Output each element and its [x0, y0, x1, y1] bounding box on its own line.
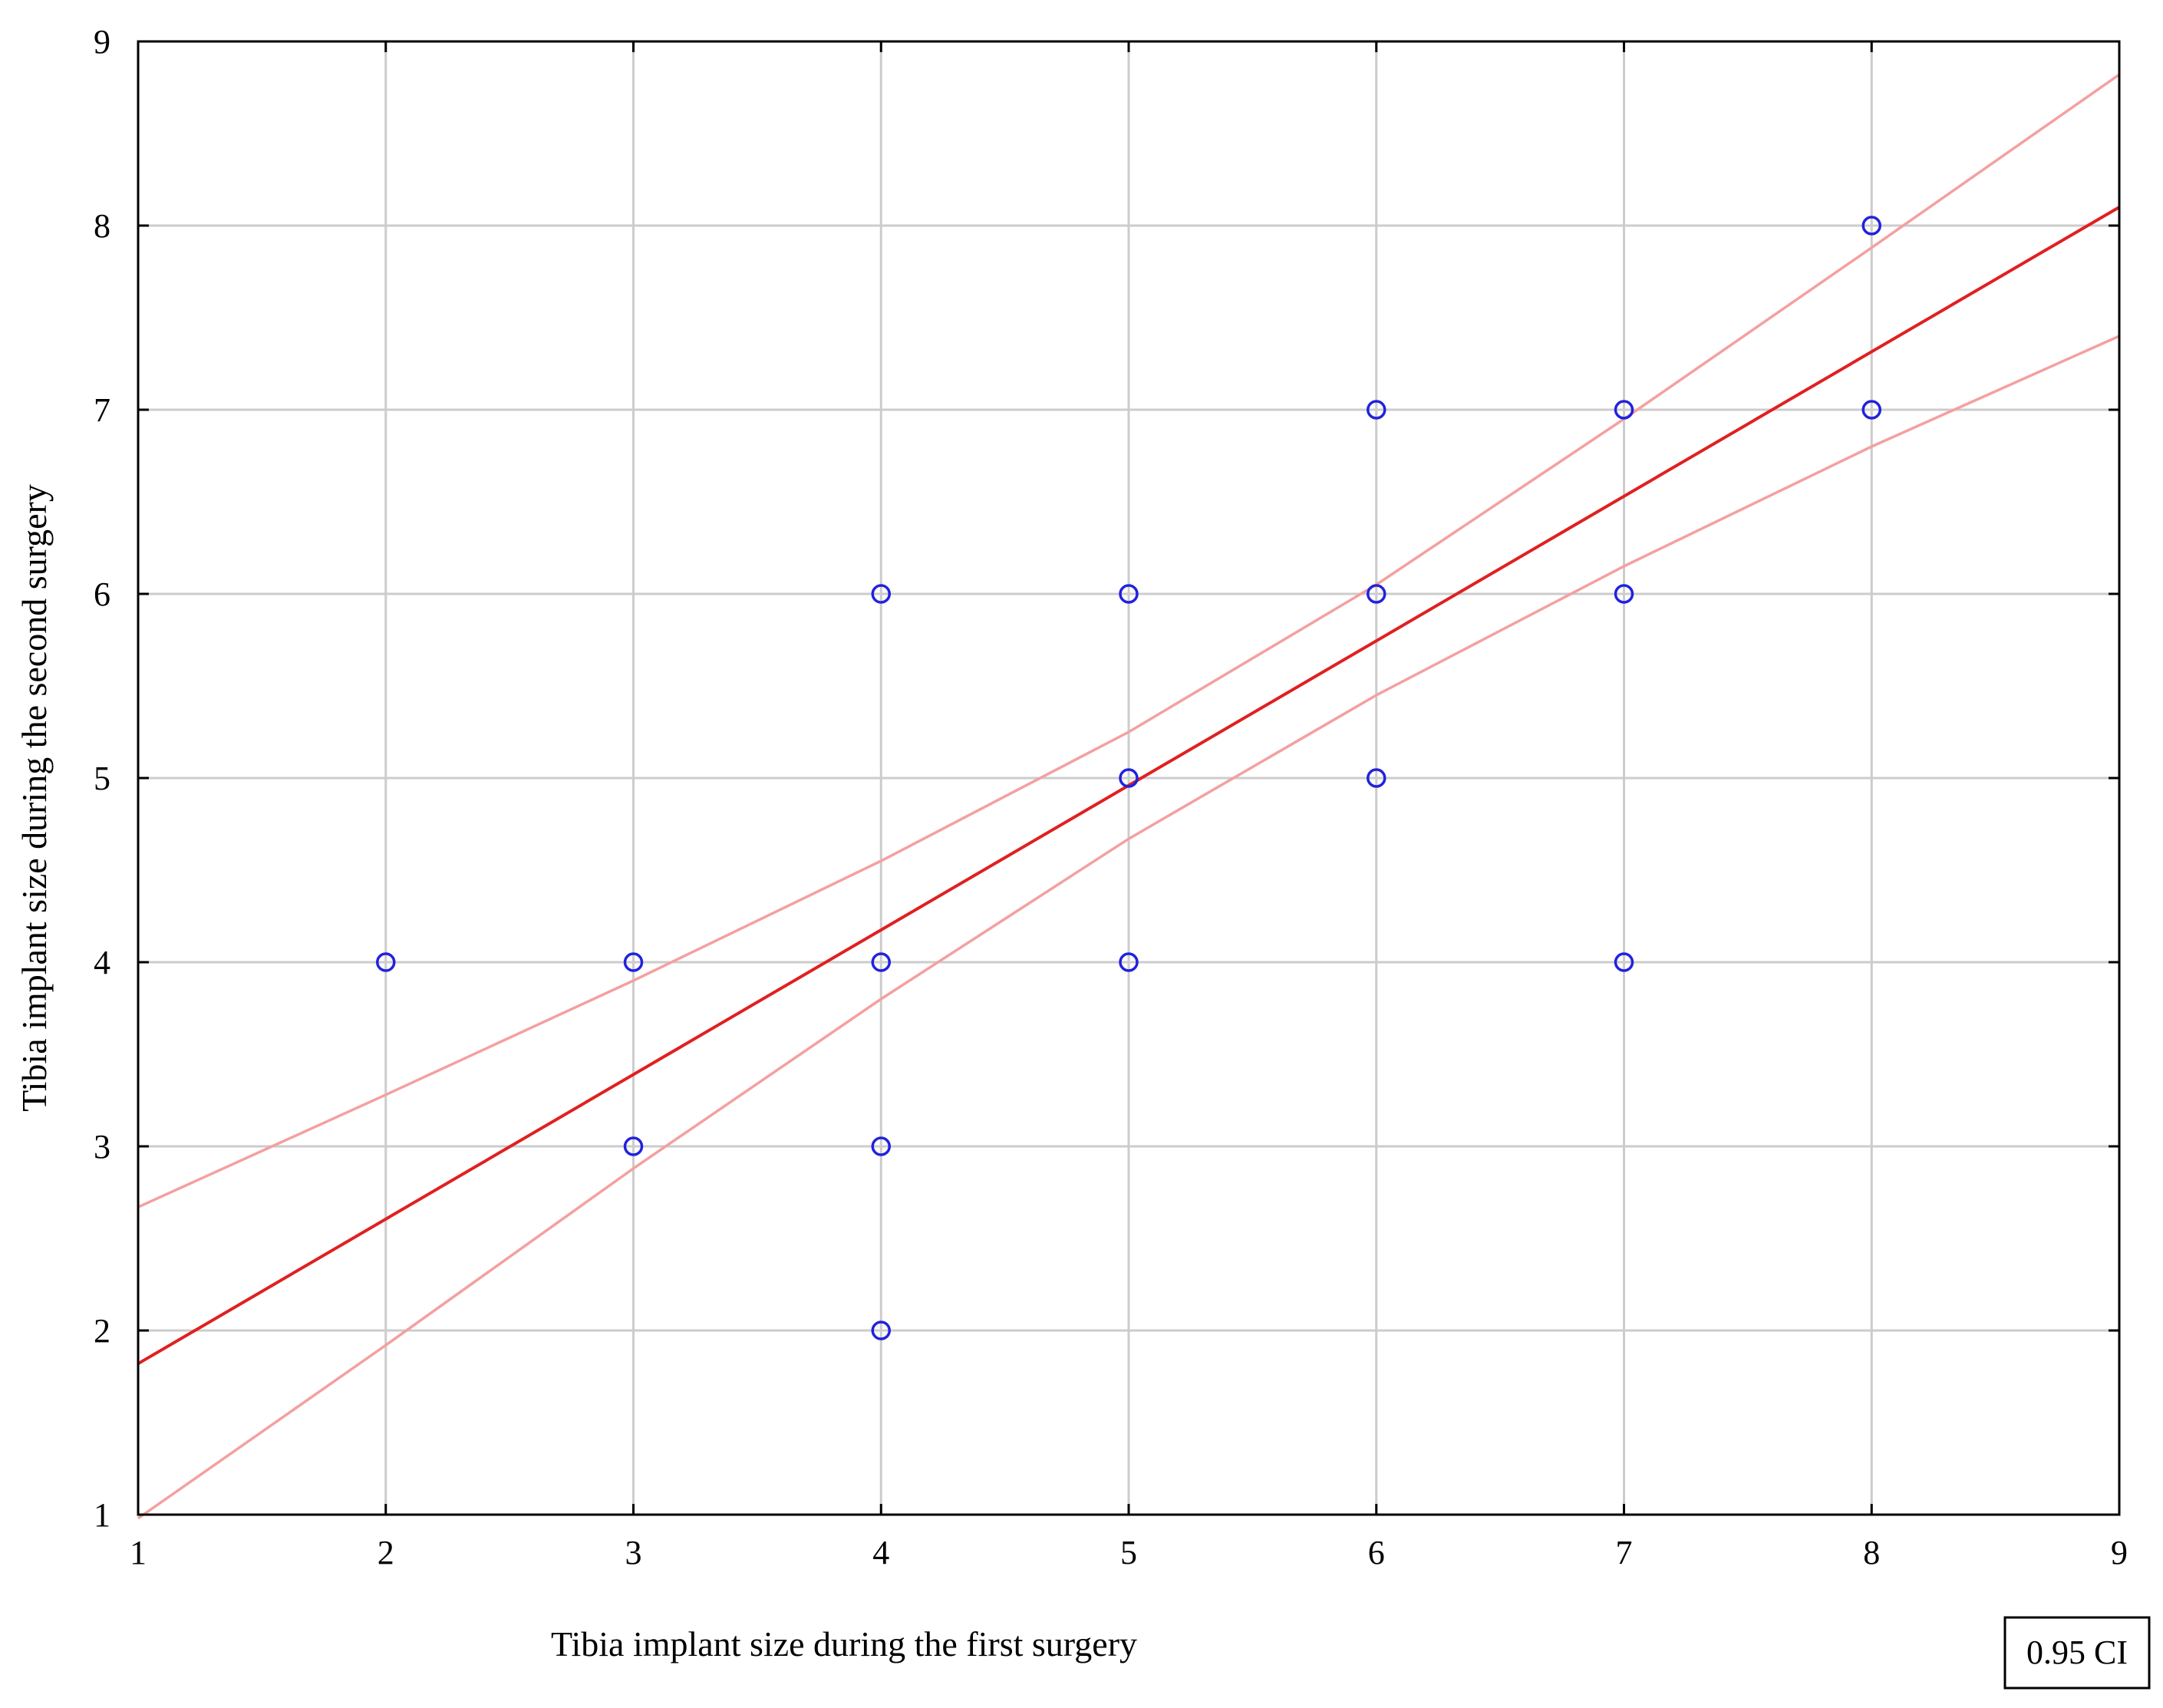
x-tick-label-8: 8	[1863, 1534, 1880, 1571]
data-point-17	[1861, 400, 1881, 420]
ticks-layer: 1 2 3 4 5 6 7 8 9 1 2 3 4 5 6 7 8 9	[94, 23, 2128, 1571]
data-point-3	[871, 584, 891, 604]
data-point-1	[623, 952, 644, 972]
y-tick-label-1: 1	[94, 1496, 110, 1534]
ci-upper-line	[137, 73, 2121, 1208]
y-tick-label-2: 2	[94, 1312, 110, 1350]
data-point-14	[1614, 584, 1634, 604]
data-point-5	[871, 1136, 891, 1156]
x-tick-label-5: 5	[1120, 1534, 1137, 1571]
data-point-15	[1614, 952, 1634, 972]
x-axis-title: Tibia implant size during the first surg…	[551, 1624, 1137, 1663]
y-tick-label-9: 9	[94, 23, 110, 61]
points-layer	[376, 216, 1881, 1340]
data-point-13	[1614, 400, 1634, 420]
x-tick-label-4: 4	[872, 1534, 889, 1571]
data-point-9	[1119, 952, 1139, 972]
data-point-2	[623, 1136, 644, 1156]
data-point-8	[1119, 768, 1139, 788]
grid-layer	[138, 41, 2119, 1515]
y-axis-title: Tibia implant size during the second sur…	[15, 484, 54, 1112]
legend: 0.95 CI	[2003, 1616, 2151, 1690]
data-point-10	[1367, 400, 1386, 420]
x-tick-label-1: 1	[130, 1534, 147, 1571]
data-point-7	[1119, 584, 1139, 604]
x-tick-label-2: 2	[378, 1534, 394, 1571]
ci-lower-line	[137, 335, 2120, 1520]
data-point-6	[871, 1321, 891, 1340]
ci-layer	[137, 73, 2121, 1520]
legend-box	[2003, 1616, 2151, 1690]
data-point-4	[871, 952, 891, 972]
legend-label: 0.95 CI	[2026, 1634, 2128, 1671]
data-point-12	[1367, 768, 1386, 788]
x-tick-label-9: 9	[2111, 1534, 2128, 1571]
x-tick-label-6: 6	[1368, 1534, 1385, 1571]
x-tick-label-3: 3	[625, 1534, 642, 1571]
data-point-0	[376, 952, 396, 972]
y-tick-label-4: 4	[94, 944, 110, 981]
y-tick-label-8: 8	[94, 207, 110, 245]
y-tick-label-5: 5	[94, 760, 110, 797]
data-point-16	[1861, 216, 1881, 236]
y-tick-label-7: 7	[94, 391, 110, 429]
y-tick-label-3: 3	[94, 1128, 110, 1166]
data-point-11	[1367, 584, 1386, 604]
x-tick-label-7: 7	[1616, 1534, 1633, 1571]
y-tick-label-6: 6	[94, 575, 110, 613]
